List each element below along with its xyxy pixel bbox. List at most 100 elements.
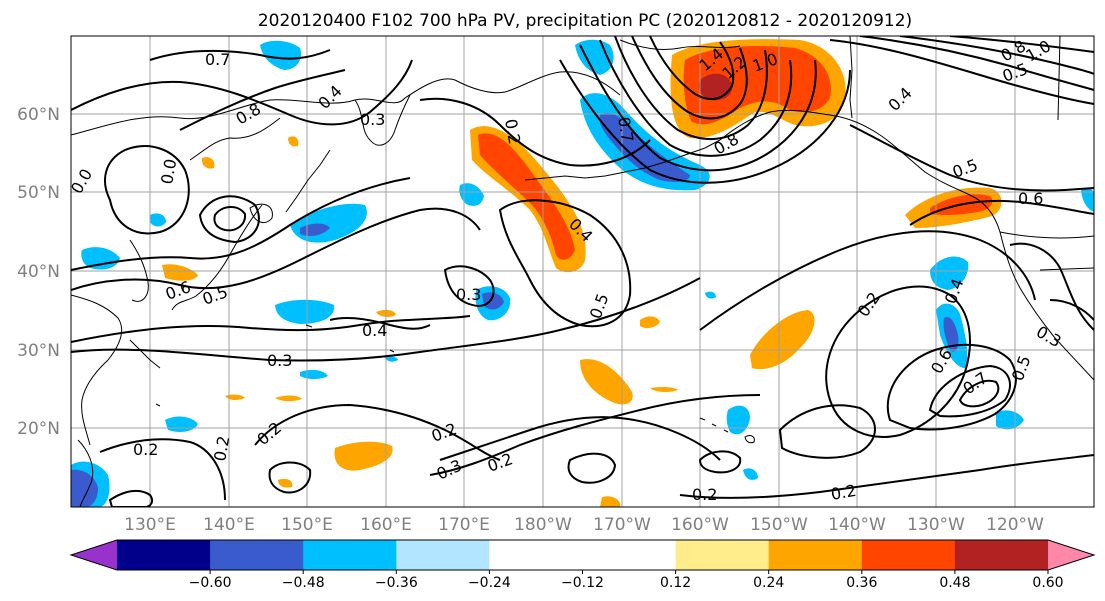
lon-label: 130°W: [907, 515, 965, 535]
precip-positive-area: [640, 316, 660, 329]
border-provinces: [999, 36, 1094, 271]
coast-kamchatka: [354, 94, 411, 146]
precip-positive-area: [750, 310, 815, 370]
pv-contour-low-6: [649, 36, 735, 101]
coast-panhandle: [879, 134, 971, 196]
island-pacific: [155, 324, 395, 407]
pv-contour-east-05: [849, 124, 1094, 192]
pv-contour-sw-4: [1009, 242, 1094, 331]
colorbar-label: −0.12: [561, 575, 604, 591]
colorbar-segment: [861, 540, 956, 570]
island-hawaii: [744, 435, 755, 444]
coast-china: [71, 294, 123, 446]
coast-alaska-south: [719, 109, 881, 141]
pv-contour-02-se: [679, 454, 1094, 499]
precip-negative-area: [384, 356, 398, 362]
pv-contour-03-west: [71, 315, 471, 343]
longitude-labels: 130°E 140°E 150°E 160°E 170°E 180°W 170°…: [124, 515, 1044, 535]
colorbar-ticks: [209, 570, 1049, 574]
pv-contour-sw-1: [699, 230, 1036, 331]
precip-negative-core: [482, 292, 504, 310]
pv-contour-ridge-low-4: [958, 380, 1000, 408]
pv-contour-low-sw: [567, 452, 617, 484]
lon-label: 120°W: [986, 515, 1044, 535]
colorbar-outline: [69, 539, 1096, 571]
coastlines: [71, 36, 1094, 507]
pv-contour-06: [71, 207, 481, 291]
colorbar-extend-max: [1048, 540, 1094, 570]
colorbar-segment: [768, 540, 863, 570]
pv-contours: [71, 36, 1094, 507]
precip-positive-core: [683, 45, 831, 125]
pv-contour-02-mid: [254, 403, 501, 461]
precip-positive-area: [225, 394, 245, 401]
pv-contour-east-3: [899, 36, 1094, 75]
lon-label: 150°E: [281, 515, 333, 535]
coast-korea: [129, 239, 149, 302]
pv-contour-low-3: [599, 39, 793, 157]
pv-contour-west-3: [213, 206, 247, 232]
pv-contour-08: [179, 69, 346, 131]
pv-contour-sw-5: [1049, 299, 1094, 321]
pv-contour-07: [149, 49, 331, 61]
contour-label: 0.2: [210, 434, 233, 462]
pv-contour-low-s: [268, 461, 312, 494]
coast-philippines: [77, 439, 94, 507]
precip-positive-area: [650, 386, 678, 393]
colorbar-label: 0.48: [939, 575, 970, 591]
pv-contour-east-4: [949, 36, 1094, 53]
contour-label: 0.3: [360, 110, 385, 129]
graticule: [71, 36, 1094, 507]
coast-nw-america: [969, 194, 1094, 381]
contour-label: 0.2: [692, 485, 717, 504]
lon-label: 140°E: [203, 515, 255, 535]
contour-label: 0.3: [267, 351, 292, 370]
pv-contour-low-2: [579, 44, 817, 172]
precip-positive-area: [580, 359, 633, 405]
colorbar-segments: [71, 540, 1094, 570]
coast-japan: [171, 204, 263, 311]
pv-contour-low-1: [559, 59, 851, 184]
colorbar-label: 0.12: [660, 575, 691, 591]
precip-strong-core: [698, 73, 733, 101]
colorbar-label: −0.36: [375, 575, 418, 591]
pv-contour-02-east: [439, 416, 721, 461]
contour-label: 0.4: [362, 321, 387, 340]
lon-label: 130°E: [124, 515, 176, 535]
map-panel: 0.7 0.8 0.4 0.3 0.2 1.4 1.2 1.0 0.8 0.7 …: [70, 35, 1095, 508]
pv-contour-north-trough: [419, 97, 651, 167]
lat-label: 30°N: [17, 341, 60, 361]
pv-contour-west-1: [104, 145, 190, 235]
contour-label: 0.7: [205, 50, 230, 69]
precip-positive-area: [288, 136, 299, 147]
lat-label: 60°N: [17, 105, 60, 125]
lon-label: 140°W: [828, 515, 886, 535]
pv-contour-ridge-low-3: [928, 364, 1011, 418]
precip-positive-area: [162, 264, 198, 281]
contour-label: 0.6: [1018, 189, 1043, 208]
colorbar-segment: [675, 540, 770, 570]
pv-contour-04: [329, 316, 431, 330]
pv-contour-05: [71, 177, 411, 271]
colorbar-segment: [582, 540, 677, 570]
colorbar-label: −0.60: [189, 575, 232, 591]
map-frame: [70, 35, 1095, 508]
precip-negative-area: [1081, 188, 1094, 212]
lat-label: 50°N: [17, 183, 60, 203]
pv-contour-west-2: [198, 195, 260, 244]
lon-label: 160°W: [671, 515, 729, 535]
precip-negative-area: [459, 183, 484, 206]
pv-contour-sw-2: [778, 404, 876, 459]
latitude-labels: 60°N 50°N 40°N 30°N 20°N: [17, 105, 60, 439]
precip-negative-area: [705, 291, 716, 299]
coast-okhotsk: [189, 117, 281, 161]
precip-positive-area: [275, 395, 302, 402]
precip-positive-core: [478, 133, 575, 260]
pv-contour-sw-3: [698, 450, 742, 474]
lat-label: 20°N: [17, 419, 60, 439]
colorbar-label: −0.24: [468, 575, 511, 591]
colorbar-segment: [117, 540, 211, 570]
contour-label: 0.0: [157, 157, 180, 185]
colorbar-segment: [396, 540, 490, 570]
